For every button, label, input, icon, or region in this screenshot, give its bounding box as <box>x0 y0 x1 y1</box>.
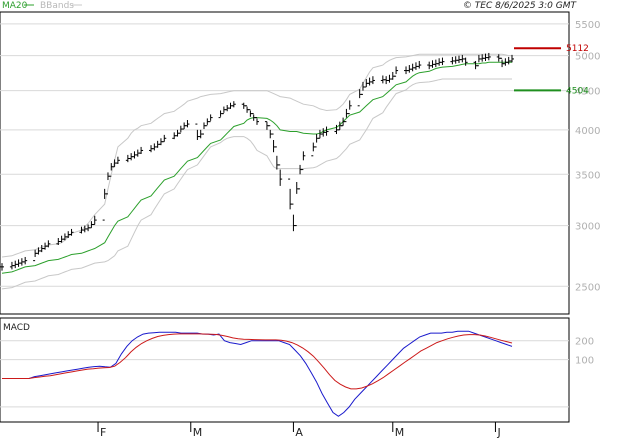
price-tick-label: 4500 <box>575 87 600 98</box>
ohlc-bar <box>202 122 207 135</box>
ohlc-bar <box>268 125 273 139</box>
ohlc-bar <box>291 203 296 232</box>
ohlc-bar <box>288 178 293 210</box>
bbands-upper-line <box>1 53 512 258</box>
ohlc-bar <box>360 81 365 95</box>
macd-signal-line <box>2 333 513 390</box>
ohlc-bar <box>92 215 97 225</box>
ohlc-bars <box>0 52 514 271</box>
macd-tick-label: 100 <box>575 356 594 367</box>
price-tick-label: 5500 <box>575 20 600 31</box>
ohlc-bar <box>162 134 167 143</box>
ohlc-bar <box>473 60 478 70</box>
ohlc-bar <box>23 256 28 265</box>
ohlc-bar <box>33 249 38 262</box>
ohlc-bar <box>486 52 491 61</box>
ohlc-bar <box>314 134 319 148</box>
ma20-path <box>1 61 512 274</box>
ohlc-bar <box>463 57 468 66</box>
ohlc-bar <box>301 151 306 171</box>
ohlc-bar <box>231 101 236 108</box>
x-tick-label: M <box>193 426 203 439</box>
ohlc-bar <box>46 240 51 248</box>
macd-line <box>2 330 513 417</box>
ohlc-bar <box>255 117 259 125</box>
price-tick-label: 5000 <box>575 52 600 63</box>
x-tick-label: M <box>395 426 405 439</box>
ohlc-bar <box>185 120 190 128</box>
ohlc-bar <box>278 164 283 186</box>
ohlc-bar <box>347 100 352 115</box>
x-tick-label: F <box>100 426 106 439</box>
price-lines: 5112 4504 <box>514 44 589 96</box>
macd-title: MACD <box>3 323 30 333</box>
ohlc-bar <box>208 114 213 123</box>
ohlc-bar <box>510 54 514 63</box>
price-grid <box>0 23 569 287</box>
ma20-line <box>1 61 512 274</box>
macd-lines <box>2 330 513 417</box>
price-tick-label: 3000 <box>575 222 600 233</box>
ohlc-bar <box>417 60 422 69</box>
x-tick-label: J <box>496 426 500 439</box>
price-line-label: 5112 <box>566 44 589 54</box>
ohlc-bar <box>357 89 362 107</box>
bollinger-bands <box>1 53 512 290</box>
price-y-axis: 2500 3000 3500 4000 4500 5000 5500 <box>575 20 600 293</box>
ohlc-bar <box>115 156 120 164</box>
ohlc-bar <box>324 126 329 136</box>
ohlc-bar <box>69 228 74 236</box>
macd-tick-label: 200 <box>575 337 594 348</box>
ohlc-bar <box>271 133 276 153</box>
price-panel-frame <box>0 11 570 315</box>
ohlc-bar <box>139 146 144 155</box>
legend-ma20: MA20 <box>2 1 28 11</box>
ohlc-bar <box>394 66 399 77</box>
bbands-lower-line <box>1 78 512 290</box>
copyright-notice: © TEC 8/6/2025 3:0 GMT <box>463 1 578 11</box>
price-tick-label: 3500 <box>575 170 600 181</box>
price-line-label: 4504 <box>566 86 589 96</box>
macd-y-axis: 100 200 <box>575 337 594 367</box>
ohlc-bar <box>370 76 375 85</box>
legend-bbands: BBands <box>40 1 74 11</box>
ohlc-bar <box>0 263 4 271</box>
ohlc-bar <box>440 57 445 66</box>
ohlc-bar <box>311 142 316 157</box>
ohlc-bar <box>195 123 200 140</box>
macd-grid <box>0 340 569 408</box>
ohlc-bar <box>274 146 279 170</box>
price-tick-label: 4000 <box>575 126 600 137</box>
x-tick-label: A <box>295 426 303 439</box>
price-tick-label: 2500 <box>575 282 600 293</box>
